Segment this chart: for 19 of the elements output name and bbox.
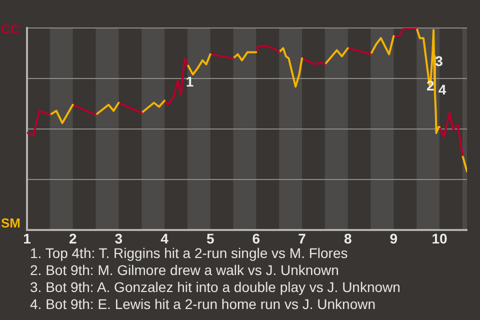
x-tick-label: 6 <box>252 230 260 246</box>
text: CC <box>1 22 20 37</box>
text: 3. Bot 9th: A. Gonzalez hit into a double play vs J. Unknown <box>30 279 400 296</box>
text: 2. Bot 9th: M. Gilmore drew a walk vs J. Unknown <box>30 262 340 279</box>
text: 1. Top 4th: T. Riggins hit a 2-run single vs M. Flores <box>30 245 349 262</box>
x-tick-label: 2 <box>68 230 77 246</box>
x-tick-label: 10 <box>432 230 448 246</box>
x-tick-label: 9 <box>390 230 398 246</box>
annotation: 1 <box>186 73 194 90</box>
x-tick-label: 4 <box>160 230 169 246</box>
x-tick-label: 1 <box>23 230 32 246</box>
text: 4. Bot 9th: E. Lewis hit a 2-run home run vs J. Unknown <box>30 296 377 313</box>
x-tick-label: 5 <box>206 230 214 246</box>
text: SM <box>1 216 20 231</box>
x-tick-label: 8 <box>344 230 352 246</box>
annotation: 2 <box>426 77 434 94</box>
annotation: 4 <box>438 81 446 98</box>
x-tick-label: 7 <box>298 230 306 246</box>
x-tick-label: 3 <box>114 230 123 246</box>
